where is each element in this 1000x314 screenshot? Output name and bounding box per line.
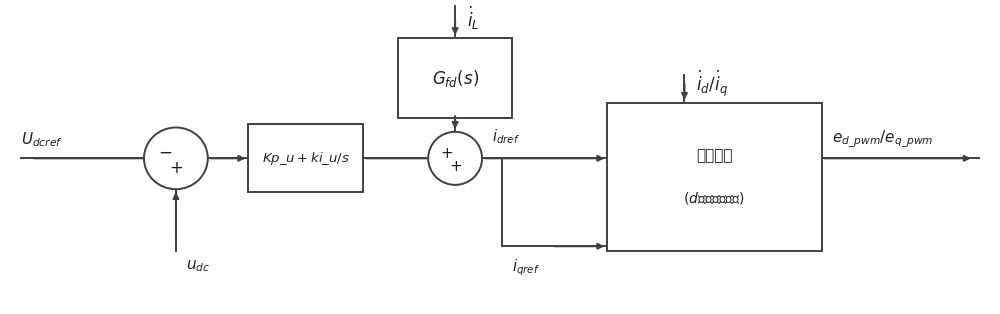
- Text: $+$: $+$: [169, 159, 183, 176]
- Text: $+$: $+$: [440, 145, 454, 160]
- Bar: [398, 38, 512, 118]
- Text: ($d$轴含死区补偿): ($d$轴含死区补偿): [683, 191, 745, 206]
- Ellipse shape: [428, 132, 482, 185]
- Ellipse shape: [144, 127, 208, 189]
- Text: $i_{dref}$: $i_{dref}$: [492, 127, 520, 146]
- Text: $+$: $+$: [449, 159, 462, 174]
- Bar: [607, 103, 822, 251]
- Bar: [248, 124, 363, 192]
- Text: $-$: $-$: [158, 143, 172, 160]
- Text: $e_{d\_pwm}/e_{q\_pwm}$: $e_{d\_pwm}/e_{q\_pwm}$: [832, 129, 933, 150]
- Text: $G_{fd}(s)$: $G_{fd}(s)$: [432, 68, 479, 89]
- Text: $Kp\_u+ki\_u/s$: $Kp\_u+ki\_u/s$: [262, 150, 349, 167]
- Text: $u_{dc}$: $u_{dc}$: [186, 258, 210, 274]
- Text: $\dot{i}_L$: $\dot{i}_L$: [467, 4, 480, 31]
- Text: 电流控制: 电流控制: [696, 148, 733, 163]
- Text: $\dot{i}_d/\dot{i}_q$: $\dot{i}_d/\dot{i}_q$: [696, 69, 728, 100]
- Text: $U_{dcref}$: $U_{dcref}$: [21, 131, 63, 149]
- Text: $i_{qref}$: $i_{qref}$: [512, 257, 540, 278]
